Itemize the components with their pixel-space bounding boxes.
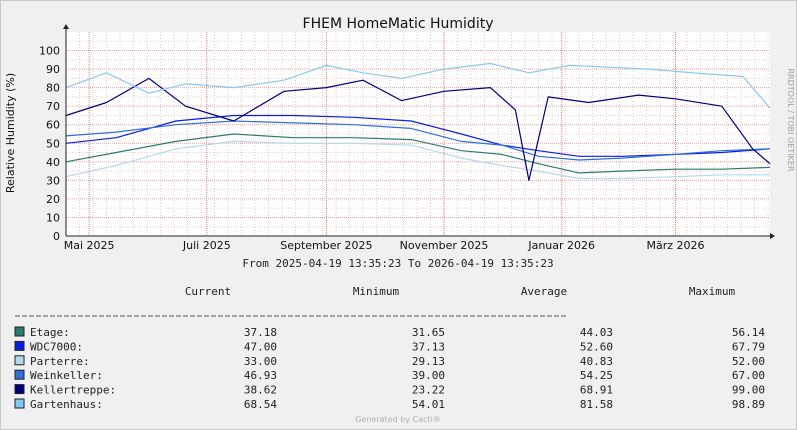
legend-value-minimum: 37.13 <box>412 340 445 353</box>
legend-value-minimum: 54.01 <box>412 398 445 411</box>
legend-header-maximum: Maximum <box>689 285 736 298</box>
legend-value-minimum: 29.13 <box>412 355 445 368</box>
legend-rows: Etage: 37.18 31.65 44.03 56.14 WDC7000: 47.00 3… <box>14 326 765 411</box>
legend-value-maximum: 67.00 <box>732 369 765 382</box>
legend-value-average: 52.60 <box>580 340 613 353</box>
x-ticks: Mai 2025 Juli 2025 September 2025 November … <box>64 239 705 252</box>
series-line-6 <box>65 62 771 109</box>
y-ticks: 0 10 20 30 40 50 60 70 80 90 100 <box>39 45 60 243</box>
legend-series-name: Etage: <box>30 326 70 339</box>
legend-header-minimum: Minimum <box>353 285 400 298</box>
legend-value-average: 81.58 <box>580 398 613 411</box>
legend-value-current: 47.00 <box>244 340 277 353</box>
legend-series-name: WDC7000: <box>30 340 83 353</box>
legend-value-current: 68.54 <box>244 398 277 411</box>
y-tick-label: 30 <box>46 174 60 187</box>
legend-value-average: 54.25 <box>580 369 613 382</box>
legend-header-average: Average <box>521 285 567 298</box>
x-tick-label: Mai 2025 <box>64 239 115 252</box>
legend-value-current: 46.93 <box>244 369 277 382</box>
legend-header-current: Current <box>185 285 231 298</box>
legend-value-maximum: 56.14 <box>732 326 765 339</box>
legend-value-maximum: 98.89 <box>732 398 765 411</box>
legend-value-maximum: 99.00 <box>732 384 765 397</box>
legend-series-name: Parterre: <box>30 355 90 368</box>
series-line-1 <box>65 133 771 174</box>
y-tick-label: 10 <box>46 211 60 224</box>
x-tick-label: Januar 2026 <box>527 239 595 252</box>
legend-series-name: Weinkeller: <box>30 369 103 382</box>
x-axis-arrow <box>770 233 775 239</box>
legend: Current Minimum Average Maximum Etage: 37… <box>14 285 765 411</box>
y-tick-label: 70 <box>46 100 60 113</box>
legend-value-maximum: 52.00 <box>732 355 765 368</box>
x-tick-label: November 2025 <box>400 239 489 252</box>
legend-value-minimum: 31.65 <box>412 326 445 339</box>
series-layer <box>65 62 771 181</box>
y-tick-label: 100 <box>39 45 60 58</box>
period-text: From 2025-04-19 13:35:23 To 2026-04-19 1… <box>242 257 553 270</box>
x-tick-label: September 2025 <box>280 239 372 252</box>
axes <box>63 24 775 239</box>
y-tick-label: 60 <box>46 119 60 132</box>
legend-value-minimum: 23.22 <box>412 384 445 397</box>
y-tick-label: 80 <box>46 82 60 95</box>
legend-value-average: 68.91 <box>580 384 613 397</box>
legend-series-name: Kellertreppe: <box>30 384 116 397</box>
legend-value-current: 38.62 <box>244 384 277 397</box>
series-line-3 <box>65 140 770 180</box>
legend-value-current: 37.18 <box>244 326 277 339</box>
legend-swatch <box>14 398 25 409</box>
x-tick-label: Juli 2025 <box>182 239 231 252</box>
y-axis-label: Relative Humidity (%) <box>4 73 17 193</box>
series-line-4 <box>65 120 771 161</box>
legend-value-average: 44.03 <box>580 326 613 339</box>
legend-value-current: 33.00 <box>244 355 277 368</box>
legend-value-maximum: 67.79 <box>732 340 765 353</box>
legend-swatch <box>14 326 25 337</box>
legend-series-name: Gartenhaus: <box>30 398 103 411</box>
y-tick-label: 90 <box>46 63 60 76</box>
legend-swatch <box>14 384 25 395</box>
series-line-5 <box>65 77 771 181</box>
legend-value-average: 40.83 <box>580 355 613 368</box>
y-axis-arrow <box>63 24 69 29</box>
y-tick-label: 20 <box>46 193 60 206</box>
legend-value-minimum: 39.00 <box>412 369 445 382</box>
y-tick-label: 0 <box>53 230 60 243</box>
legend-swatch <box>14 355 25 366</box>
rrdtool-credit: RRDTOOL / TOBI OETIKER <box>786 68 795 171</box>
y-tick-label: 40 <box>46 156 60 169</box>
chart-title: FHEM HomeMatic Humidity <box>303 16 494 32</box>
legend-swatch <box>14 340 25 351</box>
y-tick-label: 50 <box>46 137 60 150</box>
legend-swatch <box>14 369 25 380</box>
footer-credit: Generated by Cacti® <box>355 415 441 424</box>
x-tick-label: März 2026 <box>646 239 704 252</box>
